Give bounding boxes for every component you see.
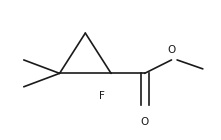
Text: O: O — [141, 117, 149, 127]
Text: F: F — [99, 91, 105, 101]
Text: O: O — [167, 46, 176, 55]
